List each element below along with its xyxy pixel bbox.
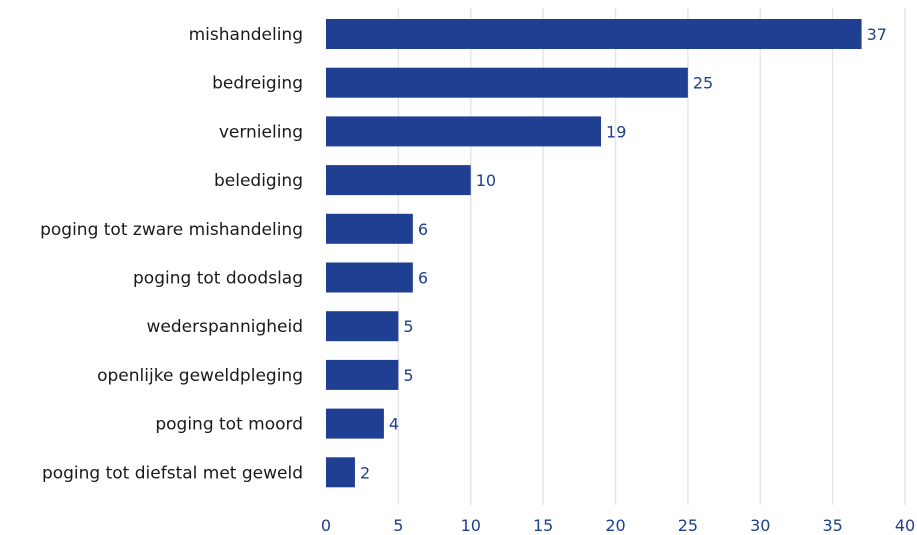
bar [326,311,399,342]
category-label: poging tot moord [155,415,303,435]
category-label: poging tot zware mishandeling [40,220,303,240]
x-tick-label: 40 [895,516,915,535]
category-label: bedreiging [212,74,303,94]
value-label: 6 [418,220,428,239]
bar [326,67,688,98]
bar [326,116,602,147]
category-labels: mishandeling bedreiging vernieling beledigi… [40,25,303,483]
x-tick-label: 20 [605,516,625,535]
x-tick-label: 35 [822,516,842,535]
bar [326,19,862,49]
value-label: 6 [418,269,428,288]
category-label: openlijke geweldpleging [97,366,303,386]
x-axis-tick-labels: 0 5 10 15 20 25 30 35 40 [321,516,915,535]
bar [326,359,399,390]
x-tick-label: 5 [393,516,403,535]
value-label: 25 [693,74,713,93]
x-tick-label: 15 [533,516,553,535]
category-label: mishandeling [189,25,303,45]
category-label: wederspannigheid [147,317,303,337]
value-label: 5 [403,366,413,385]
x-tick-label: 10 [461,516,481,535]
bar [326,457,355,488]
bars [326,19,862,488]
bar [326,408,384,439]
x-tick-label: 0 [321,516,331,535]
bar [326,213,413,244]
category-label: vernieling [219,122,303,142]
value-label: 4 [389,415,399,434]
value-label: 37 [867,25,887,44]
value-label: 10 [476,171,496,190]
x-tick-label: 25 [678,516,698,535]
bar [326,262,413,293]
x-tick-label: 30 [750,516,770,535]
bar [326,165,471,196]
value-labels: 37 25 19 10 6 6 5 5 4 2 [360,25,887,482]
value-label: 5 [403,317,413,336]
category-label: poging tot diefstal met geweld [42,463,303,483]
value-label: 19 [606,122,626,141]
category-label: belediging [214,171,303,191]
value-label: 2 [360,463,370,482]
category-label: poging tot doodslag [133,269,303,289]
